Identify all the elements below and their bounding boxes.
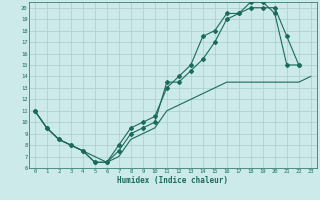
X-axis label: Humidex (Indice chaleur): Humidex (Indice chaleur) bbox=[117, 176, 228, 185]
